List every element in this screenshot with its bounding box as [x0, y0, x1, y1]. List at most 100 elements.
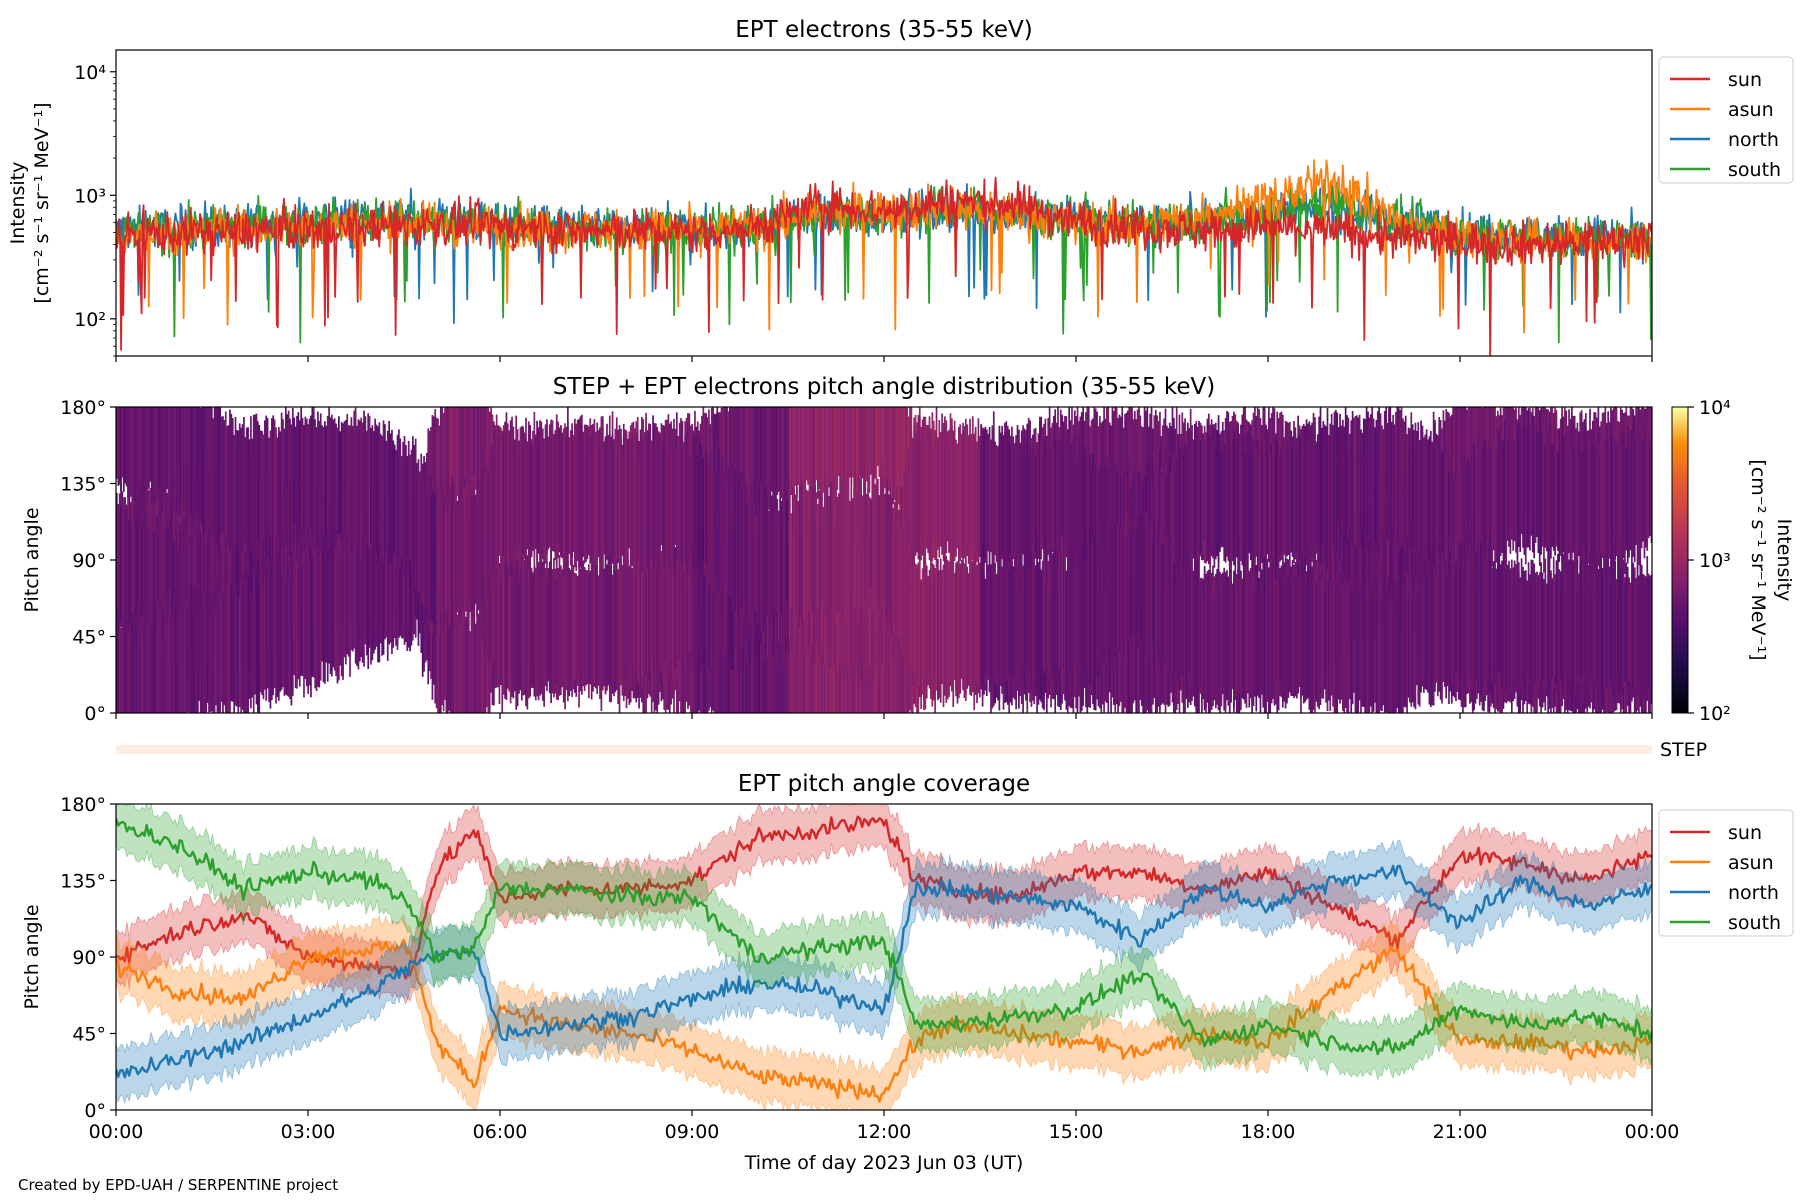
heatmap-cell [615, 554, 618, 685]
heatmap-cell [680, 541, 682, 657]
heatmap-cell [251, 541, 254, 655]
heatmap-cell [900, 407, 903, 513]
heatmap-cell [560, 426, 562, 555]
heatmap-cell [190, 462, 192, 586]
heatmap-cell [1368, 496, 1371, 636]
heatmap-cell [1397, 490, 1400, 623]
heatmap-cell [723, 407, 726, 523]
heatmap-cell [1610, 424, 1612, 568]
heatmap-cell [775, 491, 777, 617]
heatmap-cell [1328, 435, 1330, 531]
heatmap-cell [452, 506, 455, 617]
heatmap-cell [430, 574, 432, 679]
heatmap-cell [438, 569, 441, 713]
heatmap-cell [1005, 563, 1008, 682]
heatmap-cell [727, 541, 730, 652]
heatmap-cell [636, 433, 639, 562]
heatmap-cell [181, 604, 184, 713]
heatmap-cell [180, 611, 182, 713]
heatmap-cell [1378, 583, 1381, 713]
heatmap-cell [892, 507, 895, 636]
heatmap-cell [437, 496, 439, 624]
heatmap-cell [842, 485, 844, 620]
heatmap-cell [516, 560, 519, 707]
heatmap-cell [357, 419, 360, 553]
heatmap-cell [815, 492, 818, 611]
heatmap-cell [684, 540, 687, 673]
heatmap-cell [298, 420, 301, 531]
heatmap-cell [776, 498, 779, 614]
heatmap-cell [832, 628, 835, 713]
heatmap-cell [1392, 581, 1394, 713]
heatmap-cell [1474, 455, 1477, 580]
heatmap-cell [129, 618, 132, 713]
heatmap-cell [350, 550, 353, 651]
heatmap-cell [967, 573, 970, 686]
heatmap-cell [504, 579, 506, 699]
heatmap-cell [125, 631, 128, 713]
heatmap-cell [1594, 446, 1597, 563]
heatmap-cell [1272, 557, 1274, 697]
heatmap-cell [1540, 424, 1542, 555]
heatmap-cell [786, 610, 788, 713]
heatmap-cell [1448, 412, 1450, 524]
heatmap-cell [335, 535, 337, 677]
heatmap-cell [716, 444, 719, 598]
heatmap-cell [617, 432, 619, 560]
heatmap-cell [388, 518, 390, 645]
heatmap-cell [875, 642, 878, 713]
heatmap-cell [1231, 439, 1234, 562]
heatmap-cell [504, 421, 506, 557]
heatmap-cell [583, 424, 586, 564]
heatmap-cell [398, 517, 400, 638]
heatmap-cell [1348, 583, 1351, 699]
heatmap-cell [1140, 514, 1143, 641]
heatmap-cell [506, 579, 509, 689]
heatmap-cell [149, 514, 152, 657]
legend-label-north: north [1728, 882, 1779, 904]
heatmap-cell [1033, 451, 1036, 559]
heatmap-cell [906, 530, 909, 677]
heatmap-cell [1573, 444, 1576, 567]
heatmap-cell [213, 407, 216, 531]
heatmap-cell [1538, 572, 1541, 683]
heatmap-cell [798, 485, 801, 629]
heatmap-cell [1205, 580, 1207, 713]
heatmap-cell [201, 407, 203, 526]
heatmap-cell [629, 436, 632, 566]
heatmap-cell [1150, 580, 1153, 713]
heatmap-cell [1072, 437, 1075, 571]
heatmap-cell [236, 430, 238, 543]
heatmap-cell [529, 425, 532, 549]
heatmap-cell [379, 433, 382, 552]
heatmap-cell [289, 555, 291, 699]
heatmap-cell [171, 613, 174, 713]
heatmap-cell [567, 407, 569, 564]
legend-label-sun: sun [1728, 69, 1762, 91]
heatmap-cell [148, 590, 150, 713]
heatmap-cell [166, 593, 168, 713]
heatmap-cell [439, 499, 442, 611]
heatmap-cell [127, 622, 129, 713]
heatmap-cell [643, 432, 646, 570]
heatmap-cell [328, 542, 330, 664]
heatmap-cell [913, 565, 916, 674]
heatmap-cell [1395, 580, 1397, 713]
heatmap-cell [660, 456, 663, 546]
heatmap-cell [183, 592, 185, 713]
heatmap-cell [483, 407, 485, 504]
heatmap-cell [819, 491, 822, 611]
heatmap-cell [789, 407, 791, 490]
heatmap-cell [237, 430, 240, 549]
heatmap-cell [198, 407, 201, 523]
heatmap-cell [1389, 493, 1392, 625]
heatmap-cell [1086, 441, 1089, 583]
heatmap-cell [361, 540, 364, 663]
heatmap-cell [1621, 556, 1623, 696]
heatmap-cell [893, 635, 896, 713]
heatmap-cell [1450, 468, 1453, 567]
heatmap-cell [1379, 509, 1382, 626]
heatmap-cell [1427, 439, 1429, 562]
heatmap-cell [1432, 446, 1435, 562]
heatmap-cell [459, 606, 462, 713]
